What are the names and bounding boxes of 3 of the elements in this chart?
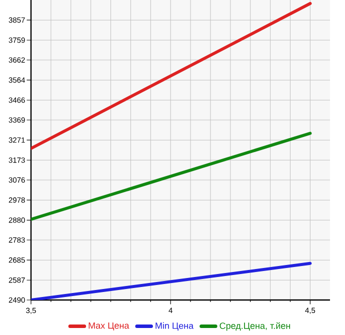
legend-label: Max Цена	[88, 322, 130, 330]
legend-label: Сред.Цена, т.йен	[220, 322, 290, 331]
legend-label: Min Цена	[156, 322, 194, 331]
